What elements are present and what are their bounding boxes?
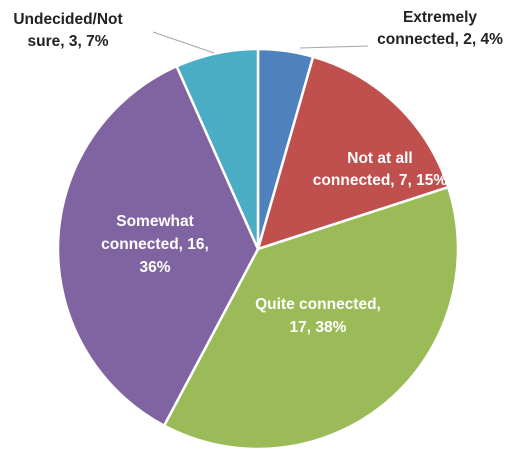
pie-slice-not-at-all-connected: [256, 55, 450, 251]
pie-slices: [56, 47, 460, 451]
data-labels: Extremely connected, 2, 4% Not at all conne…: [13, 9, 503, 336]
data-label-line: connected, 16,: [101, 236, 209, 253]
data-label-extremely-connected: Extremely connected, 2, 4%: [377, 9, 503, 48]
leader-line-extremely-connected: [299, 45, 369, 49]
pie-slice-somewhat-connected: [56, 64, 260, 428]
data-label-line: Undecided/Not: [13, 11, 122, 28]
data-label-line: Somewhat: [116, 213, 194, 230]
data-label-not-at-all-connected: Not at all connected, 7, 15%: [313, 150, 448, 189]
data-label-line: 36%: [139, 259, 170, 276]
data-label-quite-connected: Quite connected, 17, 38%: [255, 296, 381, 336]
data-label-line: connected, 2, 4%: [377, 31, 503, 48]
data-label-line: 17, 38%: [290, 319, 347, 336]
data-label-line: Extremely: [403, 9, 477, 26]
data-label-line: sure, 3, 7%: [28, 33, 109, 50]
leader-line-undecided-not-sure: [152, 31, 215, 54]
leader-lines: [152, 31, 369, 54]
data-label-line: connected, 7, 15%: [313, 172, 448, 189]
pie-slice-undecided-not-sure: [174, 47, 260, 250]
data-label-undecided-not-sure: Undecided/Not sure, 3, 7%: [13, 11, 122, 50]
data-label-line: Not at all: [347, 150, 412, 167]
data-label-line: Quite connected,: [255, 296, 381, 313]
pie-slice-quite-connected: [162, 185, 460, 451]
data-label-somewhat-connected: Somewhat connected, 16, 36%: [101, 213, 209, 276]
